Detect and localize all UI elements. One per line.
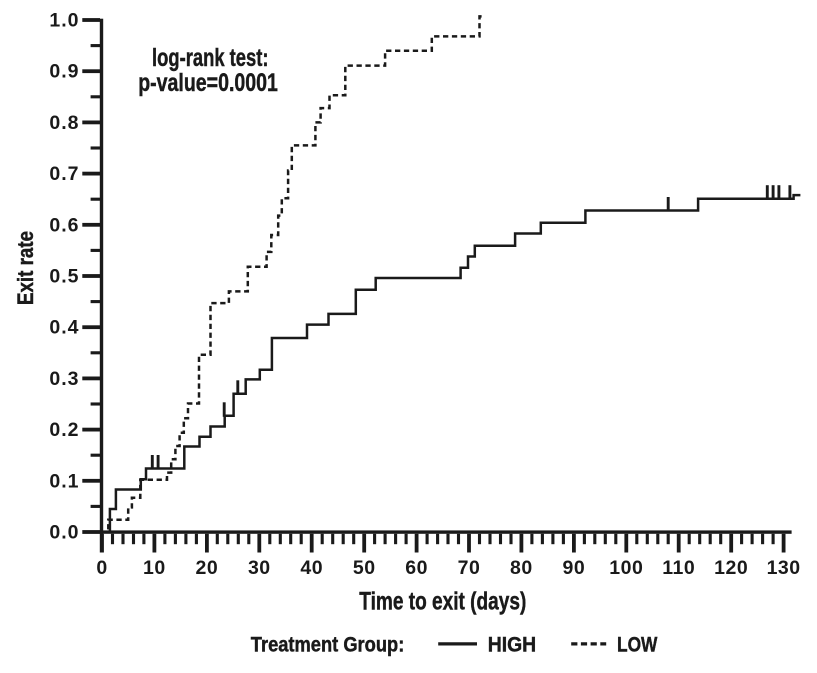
svg-text:10: 10 xyxy=(143,557,166,579)
svg-text:100: 100 xyxy=(609,557,643,579)
svg-text:0.8: 0.8 xyxy=(49,112,79,134)
svg-text:60: 60 xyxy=(405,557,428,579)
svg-text:0.4: 0.4 xyxy=(49,317,79,339)
svg-text:1.0: 1.0 xyxy=(49,10,79,32)
svg-text:0.9: 0.9 xyxy=(49,61,79,83)
svg-text:0.3: 0.3 xyxy=(49,368,79,390)
svg-text:50: 50 xyxy=(353,557,376,579)
svg-text:30: 30 xyxy=(248,557,271,579)
svg-text:p-value=0.0001: p-value=0.0001 xyxy=(138,69,278,97)
svg-text:90: 90 xyxy=(563,557,586,579)
svg-text:130: 130 xyxy=(767,557,801,579)
svg-text:70: 70 xyxy=(458,557,481,579)
svg-text:20: 20 xyxy=(196,557,219,579)
svg-text:40: 40 xyxy=(300,557,323,579)
svg-text:80: 80 xyxy=(510,557,533,579)
svg-text:0.0: 0.0 xyxy=(49,522,79,544)
svg-text:LOW: LOW xyxy=(617,633,658,657)
svg-text:0.6: 0.6 xyxy=(49,214,79,236)
svg-text:HIGH: HIGH xyxy=(488,633,537,657)
svg-text:0.1: 0.1 xyxy=(49,470,79,492)
svg-text:Treatment Group:: Treatment Group: xyxy=(251,633,404,657)
svg-text:0: 0 xyxy=(96,557,107,579)
svg-text:log-rank test:: log-rank test: xyxy=(152,44,269,72)
svg-text:110: 110 xyxy=(662,557,695,579)
svg-text:0.5: 0.5 xyxy=(49,266,79,288)
svg-text:0.7: 0.7 xyxy=(49,163,79,185)
svg-text:Time to exit (days): Time to exit (days) xyxy=(359,587,526,615)
svg-text:Exit rate: Exit rate xyxy=(13,231,38,305)
svg-text:120: 120 xyxy=(714,557,748,579)
svg-text:0.2: 0.2 xyxy=(49,419,79,441)
